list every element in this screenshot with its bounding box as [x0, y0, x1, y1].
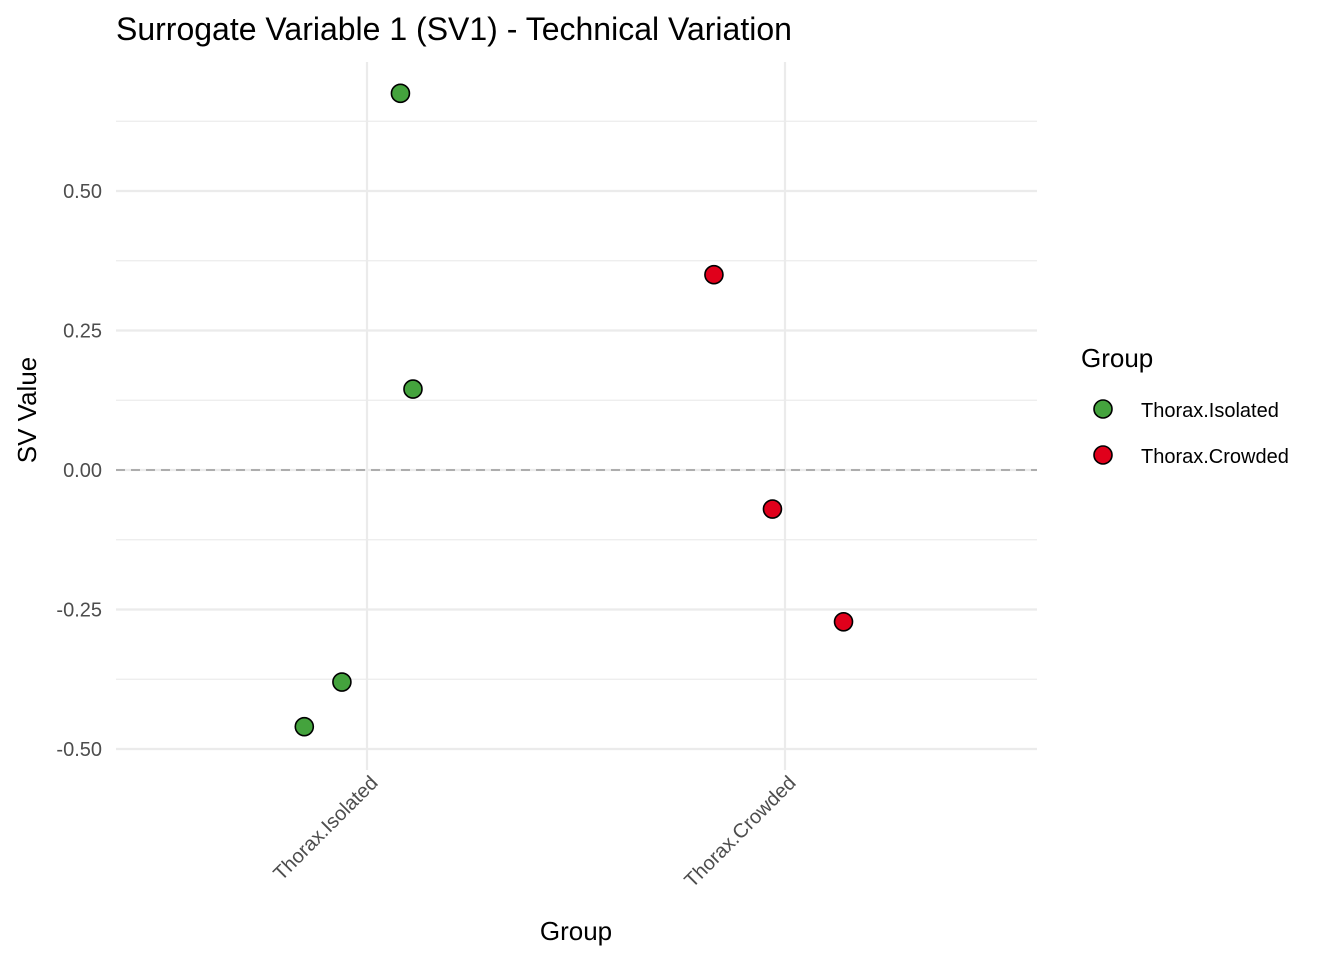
y-tick-label: 0.50 [63, 181, 102, 203]
legend-entries: Thorax.Isolated Thorax.Crowded [1093, 399, 1289, 468]
x-axis: Thorax.Isolated Thorax.Crowded [269, 772, 800, 892]
x-tick-label: Thorax.Crowded [680, 772, 800, 892]
legend-label: Thorax.Crowded [1141, 446, 1289, 468]
y-axis: -0.50 -0.25 0.00 0.25 0.50 [56, 181, 102, 761]
grid [116, 62, 1037, 770]
data-point [762, 499, 783, 519]
y-tick-label: -0.50 [56, 739, 102, 761]
legend: Group Thorax.Isolated Thorax.Crowded [1081, 343, 1289, 468]
legend-key [1093, 445, 1113, 465]
chart-title: Surrogate Variable 1 (SV1) - Technical V… [116, 11, 792, 47]
data-point [403, 379, 423, 399]
data-point [833, 611, 854, 632]
data-point [332, 672, 352, 692]
x-tick-label: Thorax.Isolated [269, 772, 382, 885]
legend-key [1093, 399, 1113, 419]
legend-title: Group [1081, 343, 1153, 373]
data-point [294, 716, 315, 737]
data-points [294, 83, 854, 737]
data-point [390, 83, 411, 104]
y-tick-label: 0.25 [63, 321, 102, 343]
data-point [704, 264, 724, 285]
y-tick-label: -0.25 [56, 600, 102, 622]
x-axis-title: Group [540, 916, 612, 946]
y-tick-label: 0.00 [63, 460, 102, 482]
legend-label: Thorax.Isolated [1141, 400, 1279, 422]
y-axis-title: SV Value [12, 357, 42, 463]
